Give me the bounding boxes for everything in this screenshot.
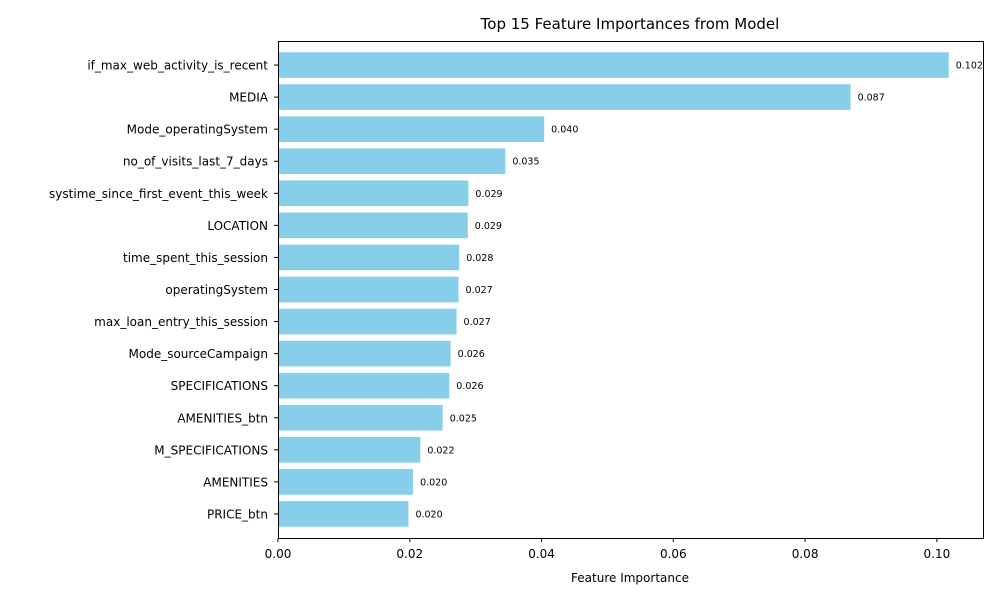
bar: [278, 180, 469, 207]
category-label: SPECIFICATIONS: [171, 379, 268, 393]
category-label: time_spent_this_session: [123, 251, 268, 265]
bars-group: [278, 52, 949, 527]
bar: [278, 148, 506, 175]
x-tick-label: 0.10: [924, 547, 951, 561]
value-label: 0.028: [466, 253, 493, 264]
bar: [278, 244, 460, 271]
value-label: 0.035: [512, 157, 539, 168]
value-label: 0.027: [464, 317, 491, 328]
x-axis-title: Feature Importance: [571, 571, 689, 585]
value-label: 0.025: [450, 413, 477, 424]
value-label: 0.020: [415, 509, 442, 520]
value-label: 0.040: [551, 125, 578, 136]
category-label: if_max_web_activity_is_recent: [87, 59, 268, 73]
value-label: 0.102: [956, 61, 983, 72]
plot-frame: [278, 41, 984, 539]
bar: [278, 52, 949, 78]
bar: [278, 212, 468, 239]
bar: [278, 308, 457, 335]
category-label: operatingSystem: [165, 283, 268, 297]
category-label: systime_since_first_event_this_week: [49, 187, 268, 201]
value-label: 0.029: [475, 221, 502, 232]
bar: [278, 404, 443, 431]
bar: [278, 372, 450, 399]
bar: [278, 501, 409, 527]
category-label: Mode_sourceCampaign: [129, 347, 269, 361]
bar: [278, 469, 414, 495]
chart-title: Top 15 Feature Importances from Model: [480, 15, 780, 33]
x-tick-label: 0.06: [660, 547, 687, 561]
category-label: no_of_visits_last_7_days: [123, 155, 268, 169]
value-label: 0.027: [466, 285, 493, 296]
bar: [278, 340, 451, 367]
category-label: AMENITIES: [203, 475, 268, 489]
value-label: 0.026: [458, 349, 485, 360]
bar: [278, 276, 459, 303]
x-tick-label: 0.02: [396, 547, 423, 561]
value-label: 0.026: [456, 381, 483, 392]
value-label: 0.020: [420, 477, 447, 488]
category-label: M_SPECIFICATIONS: [154, 443, 268, 457]
x-tick-label: 0.04: [528, 547, 555, 561]
bar: [278, 436, 421, 463]
category-label: max_loan_entry_this_session: [94, 315, 268, 329]
value-label: 0.087: [858, 93, 885, 104]
value-labels: 0.102 0.087 0.040 0.035 0.029 0.029 0.028 0.027…: [415, 61, 982, 521]
bar: [278, 116, 545, 143]
x-axis-ticks: 0.00 0.02 0.04 0.06 0.08 0.10: [265, 538, 951, 561]
x-tick-label: 0.08: [792, 547, 819, 561]
category-label: MEDIA: [229, 91, 269, 105]
category-label: PRICE_btn: [207, 507, 268, 521]
value-label: 0.022: [427, 445, 454, 456]
bar: [278, 84, 851, 110]
category-label: AMENITIES_btn: [177, 411, 268, 425]
value-label: 0.029: [475, 189, 502, 200]
category-labels: if_max_web_activity_is_recent MEDIA Mode_o…: [49, 59, 278, 521]
x-tick-label: 0.00: [265, 547, 292, 561]
category-label: Mode_operatingSystem: [127, 123, 268, 137]
category-label: LOCATION: [207, 219, 268, 233]
